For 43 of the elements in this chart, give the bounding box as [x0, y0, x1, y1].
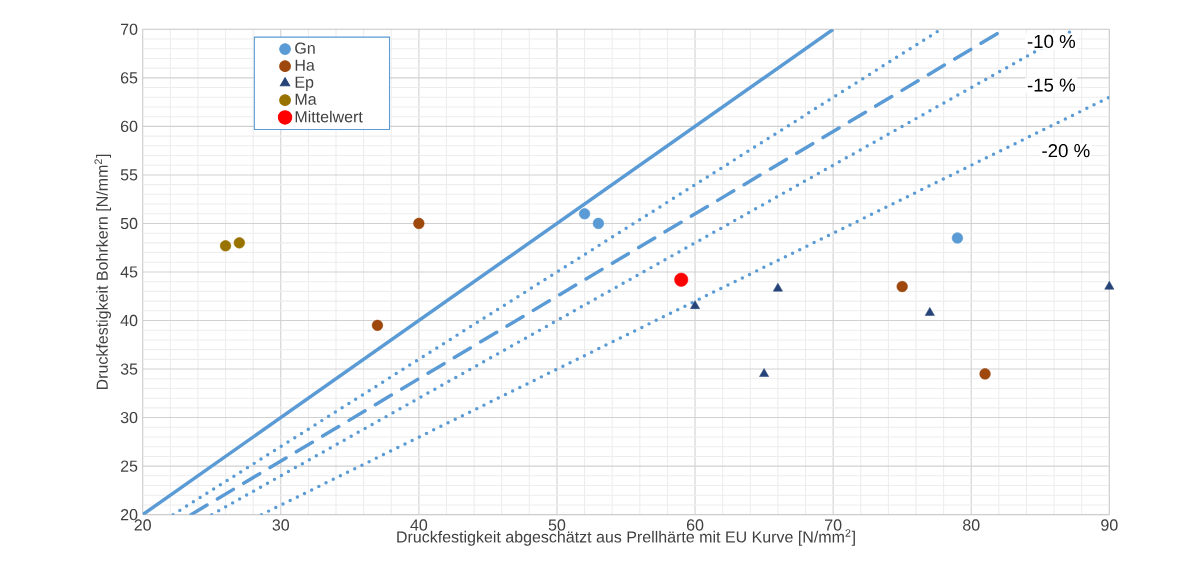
y-tick-label: 45	[120, 266, 138, 278]
legend-label: Ep	[295, 76, 314, 91]
point	[578, 208, 591, 220]
annotation: -15 %	[1027, 78, 1076, 92]
x-tick-label: 40	[410, 519, 428, 531]
x-tick-label: 70	[825, 519, 842, 531]
point	[1104, 280, 1115, 290]
x-tick-label: 90	[1101, 519, 1118, 531]
y-tick-label: 35	[120, 363, 138, 375]
y-tick-label: 30	[120, 411, 138, 424]
y-tick-label: 65	[120, 72, 138, 84]
y-tick-label: 50	[120, 217, 138, 230]
y-tick-label: 40	[120, 314, 138, 327]
point	[233, 237, 245, 249]
point	[979, 368, 991, 380]
point	[896, 280, 908, 293]
point	[773, 282, 783, 292]
point	[690, 300, 700, 309]
x-tick-label: 80	[963, 519, 980, 531]
point	[592, 217, 604, 230]
point	[219, 240, 232, 252]
x-tick-label: 50	[548, 519, 566, 531]
y-tick-label: 20	[120, 508, 138, 521]
point	[413, 217, 425, 230]
point	[371, 319, 384, 331]
x-tick-label: 60	[686, 519, 704, 531]
y-tick-label: 55	[120, 169, 138, 181]
point	[951, 232, 964, 244]
legend-label: Gn	[295, 42, 315, 54]
point	[674, 272, 689, 287]
y-axis-title: Druckfestigkeit Bohrkern [N/mm$^{2}$]	[94, 154, 112, 390]
legend-label: Ma	[295, 93, 317, 105]
legend-label: Ha	[295, 59, 315, 71]
y-tick-label: 60	[120, 120, 138, 133]
x-tick-label: 20	[134, 519, 151, 531]
point	[924, 307, 935, 316]
annotation: -10 %	[1027, 34, 1076, 49]
y-tick-label: 25	[120, 460, 138, 472]
x-tick-label: 30	[272, 519, 290, 531]
y-tick-label: 70	[120, 23, 138, 35]
annotation: -20 %	[1042, 144, 1090, 158]
legend-label: Mittelwert	[295, 110, 363, 123]
point	[759, 368, 769, 377]
